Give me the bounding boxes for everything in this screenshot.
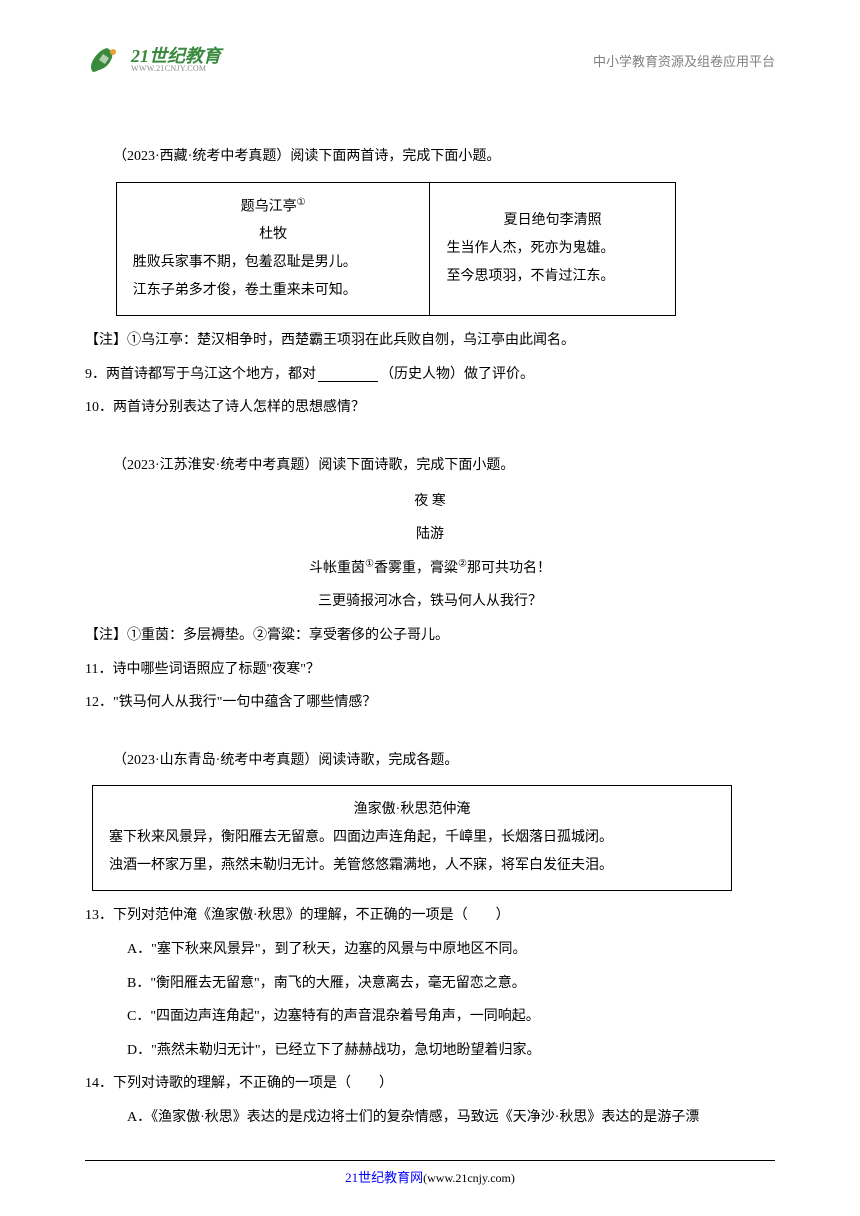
- header-right-text: 中小学教育资源及组卷应用平台: [593, 51, 775, 70]
- poem1-left-line2: 江东子弟多才俊，卷土重来未可知。: [133, 277, 414, 305]
- poem1-left-title: 题乌江亭①: [133, 193, 414, 222]
- fill-blank: [318, 381, 378, 382]
- poem3-line1: 塞下秋来风景异，衡阳雁去无留意。四面边声连角起，千嶂里，长烟落日孤城闭。: [109, 824, 715, 852]
- q14-option-a: A．《渔家傲·秋思》表达的是戍边将士们的复杂情感，马致远《天净沙·秋思》表达的是…: [127, 1101, 775, 1135]
- page-header: 21世纪教育 WWW.21CNJY.COM 中小学教育资源及组卷应用平台: [85, 40, 775, 80]
- poem2-title: 夜 寒: [85, 485, 775, 519]
- poem3-title: 渔家傲·秋思范仲淹: [109, 796, 715, 824]
- note-1: 【注】①乌江亭：楚汉相争时，西楚霸王项羽在此兵败自刎，乌江亭由此闻名。: [85, 324, 775, 358]
- poem1-right-line2: 至今思项羽，不肯过江东。: [446, 263, 658, 291]
- question-13: 13．下列对范仲淹《渔家傲·秋思》的理解，不正确的一项是（ ）: [85, 899, 775, 933]
- logo-icon: [85, 40, 125, 80]
- poem2-line1: 斗帐重茵①香雾重，膏粱②那可共功名！: [85, 552, 775, 586]
- footer-divider: [85, 1160, 775, 1161]
- poem1-left-line1: 胜败兵家事不期，包羞忍耻是男儿。: [133, 249, 414, 277]
- poem1-right-line1: 生当作人杰，死亦为鬼雄。: [446, 235, 658, 263]
- question-9: 9．两首诗都写于乌江这个地方，都对（历史人物）做了评价。: [85, 358, 775, 392]
- question-10: 10．两首诗分别表达了诗人怎样的思想感情？: [85, 391, 775, 425]
- poem3-cell: 渔家傲·秋思范仲淹 塞下秋来风景异，衡阳雁去无留意。四面边声连角起，千嶂里，长烟…: [93, 786, 732, 891]
- footer-text: 21世纪教育网(www.21cnjy.com): [0, 1167, 860, 1186]
- q13-option-c: C．"四面边声连角起"，边塞特有的声音混杂着号角声，一同响起。: [127, 1000, 775, 1034]
- poem2-author: 陆游: [85, 518, 775, 552]
- poem-cell-right: 夏日绝句李清照 生当作人杰，死亦为鬼雄。 至今思项羽，不肯过江东。: [430, 182, 675, 316]
- logo-en-text: WWW.21CNJY.COM: [131, 65, 221, 73]
- intro-1: （2023·西藏·统考中考真题）阅读下面两首诗，完成下面小题。: [85, 140, 775, 174]
- q13-option-b: B．"衡阳雁去无留意"，南飞的大雁，决意离去，毫无留恋之意。: [127, 967, 775, 1001]
- q13-option-a: A．"塞下秋来风景异"，到了秋天，边塞的风景与中原地区不同。: [127, 933, 775, 967]
- poem3-line2: 浊酒一杯家万里，燕然未勒归无计。羌管悠悠霜满地，人不寐，将军白发征夫泪。: [109, 852, 715, 880]
- footer-url: (www.21cnjy.com): [423, 1171, 515, 1185]
- q13-option-d: D．"燕然未勒归无计"，已经立下了赫赫战功，急切地盼望着归家。: [127, 1034, 775, 1068]
- logo-area: 21世纪教育 WWW.21CNJY.COM: [85, 40, 221, 80]
- poem1-right-title: 夏日绝句李清照: [446, 207, 658, 235]
- note-2: 【注】①重茵：多层褥垫。②膏粱：享受奢侈的公子哥儿。: [85, 619, 775, 653]
- footer-cn: 21世纪教育网: [345, 1170, 423, 1185]
- question-12: 12．"铁马何人从我行"一句中蕴含了哪些情感？: [85, 686, 775, 720]
- document-content: （2023·西藏·统考中考真题）阅读下面两首诗，完成下面小题。 题乌江亭① 杜牧…: [85, 140, 775, 1135]
- question-11: 11．诗中哪些词语照应了标题"夜寒"？: [85, 653, 775, 687]
- page-footer: 21世纪教育网(www.21cnjy.com): [0, 1160, 860, 1186]
- poem-table-1: 题乌江亭① 杜牧 胜败兵家事不期，包羞忍耻是男儿。 江东子弟多才俊，卷土重来未可…: [116, 182, 676, 317]
- poem-cell-left: 题乌江亭① 杜牧 胜败兵家事不期，包羞忍耻是男儿。 江东子弟多才俊，卷土重来未可…: [116, 182, 430, 316]
- intro-2: （2023·江苏淮安·统考中考真题）阅读下面诗歌，完成下面小题。: [85, 449, 775, 483]
- poem-table-3: 渔家傲·秋思范仲淹 塞下秋来风景异，衡阳雁去无留意。四面边声连角起，千嶂里，长烟…: [92, 785, 732, 891]
- intro-3: （2023·山东青岛·统考中考真题）阅读诗歌，完成各题。: [85, 744, 775, 778]
- poem2-line2: 三更骑报河冰合，铁马何人从我行？: [85, 585, 775, 619]
- logo-cn-text: 21世纪教育: [131, 47, 221, 65]
- logo-text: 21世纪教育 WWW.21CNJY.COM: [131, 47, 221, 73]
- poem1-left-author: 杜牧: [133, 221, 414, 249]
- question-14: 14．下列对诗歌的理解，不正确的一项是（ ）: [85, 1067, 775, 1101]
